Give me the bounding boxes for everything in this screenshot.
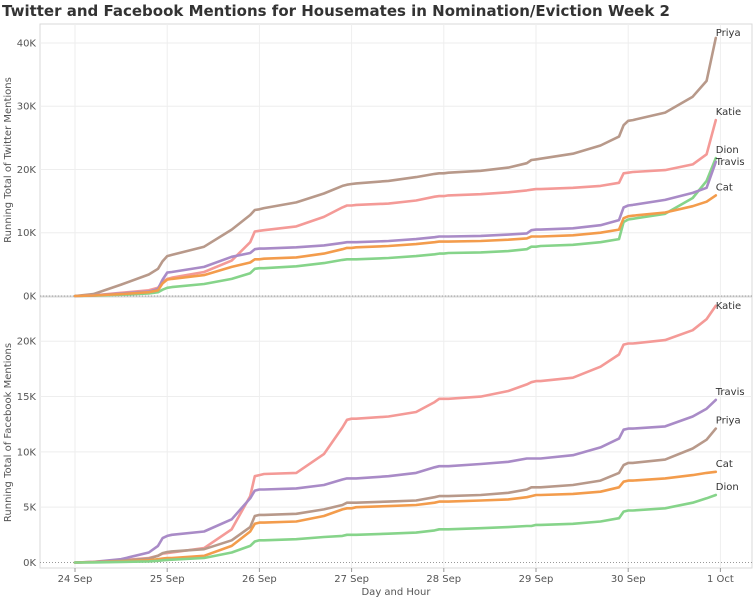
series-label-facebook-dion: Dion: [716, 482, 739, 493]
x-tick-label: 30 Sep: [611, 574, 646, 585]
series-label-twitter-priya: Priya: [716, 28, 741, 39]
panel-frame-facebook: [39, 296, 753, 569]
series-line-twitter-dion: [73, 156, 718, 298]
x-tick-label: 28 Sep: [426, 574, 461, 585]
x-tick-label: 1 Oct: [707, 574, 734, 585]
x-tick-label: 24 Sep: [58, 574, 93, 585]
series-line-facebook-dion: [73, 493, 718, 564]
x-tick-label: 29 Sep: [519, 574, 554, 585]
x-tick-label: 26 Sep: [242, 574, 277, 585]
x-tick-label: 25 Sep: [150, 574, 185, 585]
x-axis-label: Day and Hour: [361, 587, 431, 598]
y-tick-label: 20K: [17, 165, 37, 176]
series-label-facebook-katie: Katie: [716, 301, 741, 312]
y-axis-label-facebook: Running Total of Facebook Mentions: [3, 343, 14, 522]
y-tick-label: 20K: [17, 337, 37, 348]
panel-frame-twitter: [39, 23, 753, 297]
series-label-twitter-cat: Cat: [716, 182, 733, 193]
y-tick-label: 15K: [17, 392, 37, 403]
y-tick-label: 0K: [23, 292, 36, 303]
series-line-facebook-cat: [73, 470, 718, 564]
series-label-twitter-dion: Dion: [716, 145, 739, 156]
y-tick-label: 0K: [23, 558, 36, 569]
series-label-facebook-travis: Travis: [715, 387, 745, 398]
y-tick-label: 10K: [17, 228, 37, 239]
series-line-facebook-travis: [73, 398, 718, 564]
series-label-twitter-katie: Katie: [716, 107, 741, 118]
series-line-facebook-priya: [73, 427, 718, 564]
y-tick-label: 30K: [17, 102, 37, 113]
y-axis-label-twitter: Running Total of Twitter Mentions: [3, 77, 14, 243]
x-tick-label: 27 Sep: [334, 574, 369, 585]
y-tick-label: 40K: [17, 38, 37, 49]
chart-title: Twitter and Facebook Mentions for Housem…: [2, 2, 670, 20]
y-tick-label: 5K: [23, 503, 36, 514]
series-line-twitter-travis: [73, 160, 718, 298]
series-label-facebook-cat: Cat: [716, 459, 733, 470]
series-label-twitter-travis: Travis: [715, 157, 745, 168]
series-label-facebook-priya: Priya: [716, 416, 741, 427]
series-line-twitter-cat: [73, 194, 718, 298]
y-tick-label: 10K: [17, 447, 37, 458]
series-line-twitter-priya: [73, 36, 718, 298]
